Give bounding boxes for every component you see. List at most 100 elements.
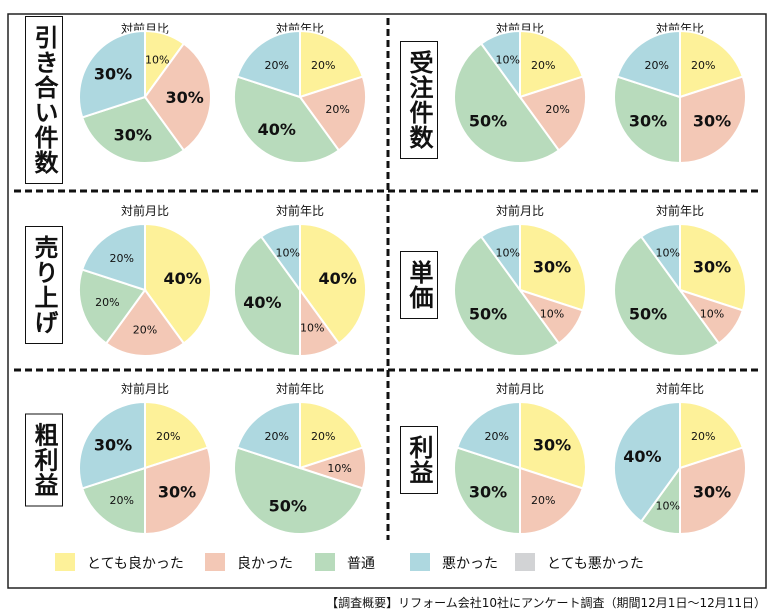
pie-slice: [679, 446, 747, 536]
legend-label: 悪かった: [442, 556, 498, 572]
slice-label: 10%: [656, 246, 680, 259]
legend-swatch: [410, 553, 430, 571]
slice-label: 20%: [545, 103, 569, 116]
panel-title: 単価: [400, 251, 438, 319]
slice-label: 10%: [145, 53, 169, 66]
pie-subtitle: 対前年比: [276, 203, 324, 218]
slice-label: 50%: [469, 304, 507, 323]
slice-label: 10%: [496, 246, 520, 259]
pie-subtitle: 対前年比: [276, 381, 324, 396]
slice-label: 30%: [165, 88, 203, 107]
panel-3: 対前月比 30% 10% 50% 10% 対前年比 30% 10% 50% 10%: [453, 203, 747, 357]
pie-slice: [233, 235, 301, 358]
pie-slice: [453, 446, 521, 536]
slice-label: 30%: [114, 126, 152, 145]
legend-swatch: [205, 553, 225, 571]
pie-slice: [639, 222, 681, 294]
slice-label: 40%: [623, 447, 661, 466]
slice-label: 10%: [656, 500, 680, 513]
slice-label: 50%: [469, 111, 507, 130]
slice-label: 30%: [693, 111, 731, 130]
slice-label: 20%: [264, 430, 288, 443]
pie-slice: [144, 400, 210, 470]
slice-label: 20%: [156, 430, 180, 443]
pie-slice: [453, 42, 561, 164]
pie-slice: [299, 29, 365, 99]
pie-slice: [233, 75, 341, 164]
slice-label: 30%: [158, 482, 196, 501]
slice-label: 30%: [693, 258, 731, 277]
pie-slice: [613, 75, 681, 165]
slice-label: 20%: [644, 59, 668, 72]
pie-slice: [519, 466, 585, 536]
pie-slice: [679, 75, 747, 165]
slice-label: 20%: [109, 494, 133, 507]
survey-footnote: 【調査概要】リフォーム会社10社にアンケート調査（期間12月1日～12月11日）: [326, 596, 766, 610]
slice-label: 20%: [531, 59, 555, 72]
pie-subtitle: 対前月比: [121, 203, 169, 218]
pie-slice: [299, 222, 367, 345]
panel-title: 売り上げ: [25, 226, 63, 344]
slice-label: 30%: [94, 65, 132, 84]
pie-slice: [679, 29, 745, 99]
slice-label: 30%: [693, 482, 731, 501]
slice-label: 50%: [629, 304, 667, 323]
pie-slice: [679, 222, 747, 312]
slice-label: 10%: [496, 53, 520, 66]
pie-subtitle: 対前年比: [656, 203, 704, 218]
pie-slice: [519, 222, 587, 312]
slice-label: 30%: [533, 436, 571, 455]
pie-slice: [80, 95, 186, 164]
slice-label: 40%: [258, 120, 296, 139]
pie-subtitle: 対前月比: [496, 381, 544, 396]
pie-slice: [233, 446, 365, 535]
pie-slice: [613, 400, 681, 523]
pie-slice: [144, 222, 212, 345]
legend-swatch: [55, 553, 75, 571]
pie-subtitle: 対前月比: [496, 203, 544, 218]
pie-slice: [519, 29, 585, 99]
pie-slice: [298, 75, 367, 152]
panel-4: 対前月比 20% 30% 20% 30% 対前年比 20% 10% 50% 20%: [78, 381, 367, 536]
pie-slice: [144, 446, 212, 536]
panel-5: 対前月比 30% 20% 30% 20% 対前年比 20% 30% 10% 40%: [453, 381, 747, 536]
pie-slice: [479, 222, 521, 294]
pie-slice: [479, 29, 521, 101]
slice-label: 20%: [691, 430, 715, 443]
pie-slice: [299, 400, 365, 470]
slice-label: 20%: [311, 430, 335, 443]
slice-label: 10%: [276, 246, 300, 259]
legend-swatch: [315, 553, 335, 571]
slice-label: 30%: [533, 258, 571, 277]
slice-label: 10%: [540, 307, 564, 320]
panel-title: 受注件数: [400, 41, 438, 159]
pie-slice: [519, 400, 587, 490]
legend-label: とても良かった: [87, 556, 184, 572]
pie-slice: [613, 235, 721, 357]
slice-label: 10%: [300, 322, 324, 335]
slice-label: 20%: [264, 59, 288, 72]
legend-label: 普通: [347, 556, 375, 572]
slice-label: 20%: [133, 324, 157, 337]
panel-title: 引き合い件数: [25, 16, 63, 184]
panel-title: 粗利益: [25, 413, 63, 507]
pie-slice: [78, 400, 146, 490]
pie-slice: [80, 466, 146, 536]
slice-label: 40%: [319, 269, 357, 288]
pie-slice: [455, 400, 521, 470]
slice-label: 20%: [109, 252, 133, 265]
legend-swatch: [515, 553, 535, 571]
pie-slice: [615, 29, 681, 99]
slice-label: 10%: [327, 462, 351, 475]
pie-slice: [80, 222, 146, 292]
slice-label: 20%: [325, 103, 349, 116]
pie-slice: [518, 75, 587, 152]
slice-label: 40%: [164, 269, 202, 288]
pie-slice: [104, 288, 186, 357]
slice-label: 20%: [531, 494, 555, 507]
pie-slice: [235, 400, 301, 470]
pie-slice: [453, 235, 561, 357]
